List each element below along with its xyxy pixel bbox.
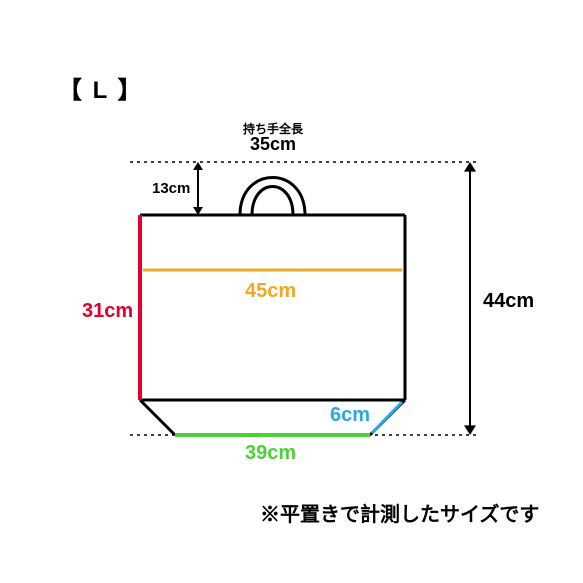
bag-diagram (0, 0, 583, 583)
